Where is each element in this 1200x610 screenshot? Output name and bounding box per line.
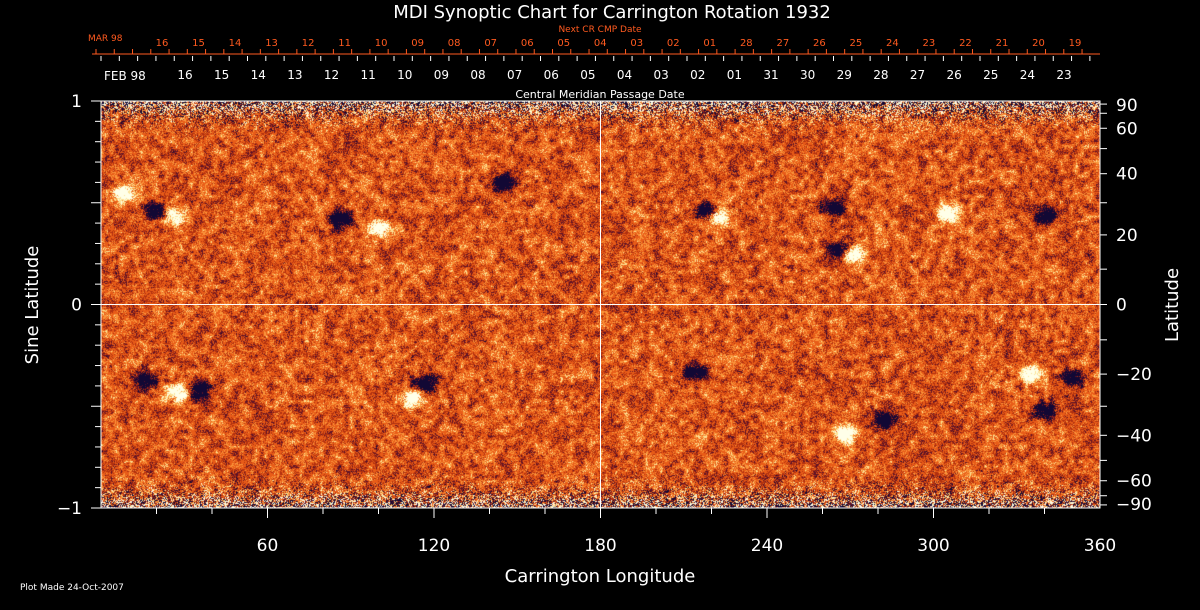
- left-tick-label: 1: [71, 92, 82, 112]
- cmp-date-label: 09: [434, 68, 449, 82]
- next-cr-date-label: 02: [667, 38, 680, 49]
- cmp-date-label: 11: [360, 68, 375, 82]
- right-tick-label: −90: [1116, 495, 1152, 515]
- next-cr-date-label: 27: [776, 38, 789, 49]
- next-cr-date-label: 07: [484, 38, 497, 49]
- cmp-label: Central Meridian Passage Date: [515, 88, 684, 101]
- right-tick-label: −60: [1116, 472, 1152, 492]
- next-cr-month-label: MAR 98: [88, 34, 123, 44]
- cmp-date-label: 04: [617, 68, 632, 82]
- cmp-date-label: 15: [214, 68, 229, 82]
- next-cr-label: Next CR CMP Date: [558, 25, 642, 35]
- next-cr-date-label: 21: [996, 38, 1009, 49]
- next-cr-date-label: 14: [229, 38, 242, 49]
- cmp-date-label: 31: [763, 68, 778, 82]
- cmp-date-label: 03: [653, 68, 668, 82]
- next-cr-date-label: 16: [156, 38, 169, 49]
- next-cr-date-label: 15: [192, 38, 205, 49]
- x-tick-label: 120: [418, 536, 450, 556]
- next-cr-date-label: 26: [813, 38, 826, 49]
- x-tick-label: 360: [1084, 536, 1116, 556]
- x-tick-label: 180: [584, 536, 616, 556]
- next-cr-date-label: 06: [521, 38, 534, 49]
- cmp-date-label: 26: [946, 68, 961, 82]
- right-tick-label: 20: [1116, 226, 1138, 246]
- right-tick-label: 0: [1116, 296, 1127, 316]
- right-tick-label: 60: [1116, 119, 1138, 139]
- next-cr-date-label: 08: [448, 38, 461, 49]
- next-cr-date-label: 28: [740, 38, 753, 49]
- next-cr-date-label: 12: [302, 38, 315, 49]
- next-cr-date-label: 03: [630, 38, 643, 49]
- next-cr-date-label: 09: [411, 38, 424, 49]
- cmp-date-label: 01: [727, 68, 742, 82]
- cmp-date-label: 05: [580, 68, 595, 82]
- cmp-date-label: 06: [544, 68, 559, 82]
- right-tick-label: −40: [1116, 426, 1152, 446]
- next-cr-date-label: 05: [557, 38, 570, 49]
- cmp-month-label: FEB 98: [104, 69, 146, 83]
- cmp-date-label: 28: [873, 68, 888, 82]
- cmp-date-label: 27: [910, 68, 925, 82]
- cmp-date-label: 07: [507, 68, 522, 82]
- cmp-date-label: 16: [177, 68, 192, 82]
- right-tick-label: −20: [1116, 365, 1152, 385]
- next-cr-date-label: 20: [1032, 38, 1045, 49]
- x-axis-label: Carrington Longitude: [505, 566, 696, 587]
- cmp-date-label: 23: [1056, 68, 1071, 82]
- cmp-date-label: 13: [287, 68, 302, 82]
- cmp-date-label: 10: [397, 68, 412, 82]
- cmp-date-label: 25: [983, 68, 998, 82]
- right-tick-label: 40: [1116, 165, 1138, 185]
- left-tick-label: 0: [71, 296, 82, 316]
- cmp-date-label: 14: [251, 68, 266, 82]
- cmp-date-label: 02: [690, 68, 705, 82]
- chart-title: MDI Synoptic Chart for Carrington Rotati…: [393, 2, 831, 23]
- next-cr-date-label: 23: [923, 38, 936, 49]
- next-cr-date-label: 19: [1069, 38, 1082, 49]
- x-tick-label: 300: [917, 536, 949, 556]
- plot-made-footer: Plot Made 24-Oct-2007: [20, 583, 124, 593]
- next-cr-date-label: 10: [375, 38, 388, 49]
- next-cr-date-label: 22: [959, 38, 972, 49]
- next-cr-date-label: 13: [265, 38, 278, 49]
- right-tick-label: 90: [1116, 96, 1138, 116]
- plot-axes: 60 120 180 240 300 360 1 0 −1 90 60 40 20 0 −20 −40 −60 −…: [57, 92, 1152, 556]
- left-axis-label: Sine Latitude: [22, 246, 43, 365]
- cmp-date-label: 08: [470, 68, 485, 82]
- x-tick-label: 60: [257, 536, 279, 556]
- cmp-date-label: 12: [324, 68, 339, 82]
- next-cr-date-label: 01: [703, 38, 716, 49]
- x-tick-label: 240: [751, 536, 783, 556]
- cmp-date-label: 30: [800, 68, 815, 82]
- next-cr-date-label: 11: [338, 38, 351, 49]
- left-tick-label: −1: [57, 499, 82, 519]
- next-cr-date-label: 25: [850, 38, 863, 49]
- right-axis-label: Latitude: [1162, 268, 1183, 342]
- next-cr-date-label: 24: [886, 38, 899, 49]
- cmp-date-scale: 16 15 14 13 12 11 10 09 08 07 06 05 04 03 02 01 31 30 29 28…: [100, 56, 1091, 82]
- cmp-date-label: 29: [837, 68, 852, 82]
- cmp-date-label: 24: [1020, 68, 1035, 82]
- next-cr-date-label: 04: [594, 38, 607, 49]
- next-cr-date-scale: 16 15 14 13 12 11 10 09 08 07 06 05 04 03 02 01 28 27 26 25…: [92, 38, 1100, 55]
